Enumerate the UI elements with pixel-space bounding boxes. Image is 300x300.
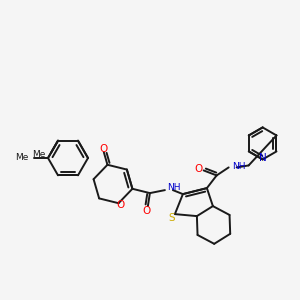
- Text: Me: Me: [16, 154, 29, 163]
- Text: N: N: [259, 153, 266, 164]
- Text: O: O: [194, 164, 203, 174]
- Text: Me: Me: [33, 150, 46, 159]
- Text: NH: NH: [167, 183, 180, 192]
- Text: O: O: [143, 206, 151, 216]
- Text: O: O: [100, 144, 108, 154]
- Text: S: S: [169, 213, 175, 223]
- Text: O: O: [116, 200, 125, 210]
- Text: NH: NH: [232, 162, 245, 171]
